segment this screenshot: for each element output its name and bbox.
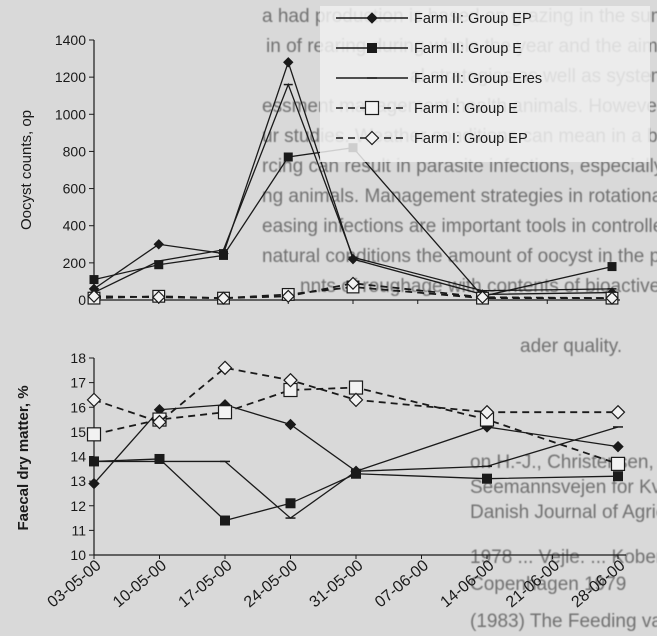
y-tick-label: 11 [71, 522, 86, 538]
data-point [86, 427, 102, 442]
background-text-line: nnts of roughage with contents of bioact… [300, 276, 657, 297]
y-tick-label: 1200 [55, 69, 86, 85]
data-point [285, 498, 296, 509]
background-text-line: Seemannsvejen for Kvinde ... N. chemical… [470, 477, 657, 498]
data-point [216, 291, 231, 305]
series [89, 426, 623, 519]
y-tick-label: 18 [70, 350, 86, 366]
y-tick-label: 10 [70, 547, 86, 563]
data-point [366, 12, 378, 24]
data-point [610, 404, 626, 420]
oocyst-chart: Oocyst counts, op 0 200 400 600 800 1000 1200 1… [18, 32, 620, 308]
data-point [605, 291, 619, 305]
data-point [607, 262, 617, 272]
y-tick-label: 17 [70, 375, 86, 391]
y-tick-label: 1000 [55, 106, 86, 122]
y-tick-label: 16 [70, 399, 86, 415]
background-text-line: ader quality. [520, 336, 622, 357]
legend-label: Farm I: Group E [414, 101, 518, 117]
y-tick-label: 14 [70, 449, 86, 465]
data-point [284, 418, 297, 431]
y-tick-label: 200 [63, 255, 87, 271]
data-point [364, 130, 380, 146]
data-point [348, 392, 364, 408]
oocyst-ylabel: Oocyst counts, op [18, 110, 35, 230]
y-tick-label: 13 [70, 473, 86, 489]
data-point [217, 405, 233, 420]
data-point [154, 260, 164, 270]
data-point [283, 372, 298, 388]
data-point [219, 250, 228, 260]
series [87, 276, 619, 305]
data-point [612, 440, 624, 453]
y-tick-label: 15 [70, 424, 86, 440]
data-point [89, 275, 99, 285]
data-point [364, 100, 380, 116]
series [86, 360, 626, 430]
background-text-line: Danish Journal of Agricultural Sciences,… [470, 502, 657, 523]
y-tick-label: 400 [63, 218, 87, 234]
data-point [613, 471, 623, 482]
legend-label: Farm II: Group E [414, 41, 522, 57]
legend-item: Farm I: Group E [336, 100, 518, 117]
y-tick-label: 0 [78, 292, 86, 308]
data-point [475, 290, 490, 304]
data-point [367, 43, 377, 53]
legend-label: Farm II: Group EP [414, 11, 532, 27]
y-tick-label: 600 [63, 181, 87, 197]
data-point [283, 152, 293, 162]
data-point [88, 477, 100, 490]
data-point [87, 289, 101, 303]
legend-item: Farm I: Group EP [336, 130, 528, 147]
data-point [152, 290, 166, 304]
legend-item: Farm II: Group Eres [336, 71, 542, 87]
data-point [351, 468, 361, 479]
y-tick-label: 1400 [55, 32, 86, 48]
legend-label: Farm I: Group EP [414, 131, 528, 147]
background-text-line: natural conditions the amount of oocyst … [262, 246, 657, 267]
legend-item: Farm II: Group EP [336, 11, 532, 27]
data-point [86, 392, 102, 408]
data-point [348, 380, 364, 395]
data-point [283, 57, 294, 68]
data-point [217, 360, 233, 376]
legend: Farm II: Group EP Farm II: Group E Farm II… [320, 6, 650, 162]
legend-label: Farm II: Group Eres [414, 71, 542, 87]
y-tick-label: 12 [70, 498, 86, 514]
background-text-line: Copenhagen 1979 [470, 574, 626, 595]
background-text-line: ng animals. Management strategies in rot… [262, 186, 657, 207]
data-point [610, 456, 626, 471]
data-point [153, 239, 164, 250]
data-point [220, 515, 230, 526]
background-text-line: (1983) The Feeding value of roughage ...… [470, 611, 657, 632]
y-tick-label: 800 [63, 143, 87, 159]
background-text-line: 1978 ... Vejle. ... Kobenhavn [470, 547, 657, 568]
background-text-line: easing infections are important tools in… [262, 216, 657, 237]
data-point [346, 276, 360, 290]
data-point [152, 414, 167, 430]
data-point [281, 289, 295, 303]
data-point [482, 473, 492, 484]
data-point [479, 404, 495, 420]
dry-matter-ylabel: Faecal dry matter, % [15, 385, 32, 530]
data-point [154, 453, 165, 464]
legend-item: Farm II: Group E [336, 41, 522, 57]
